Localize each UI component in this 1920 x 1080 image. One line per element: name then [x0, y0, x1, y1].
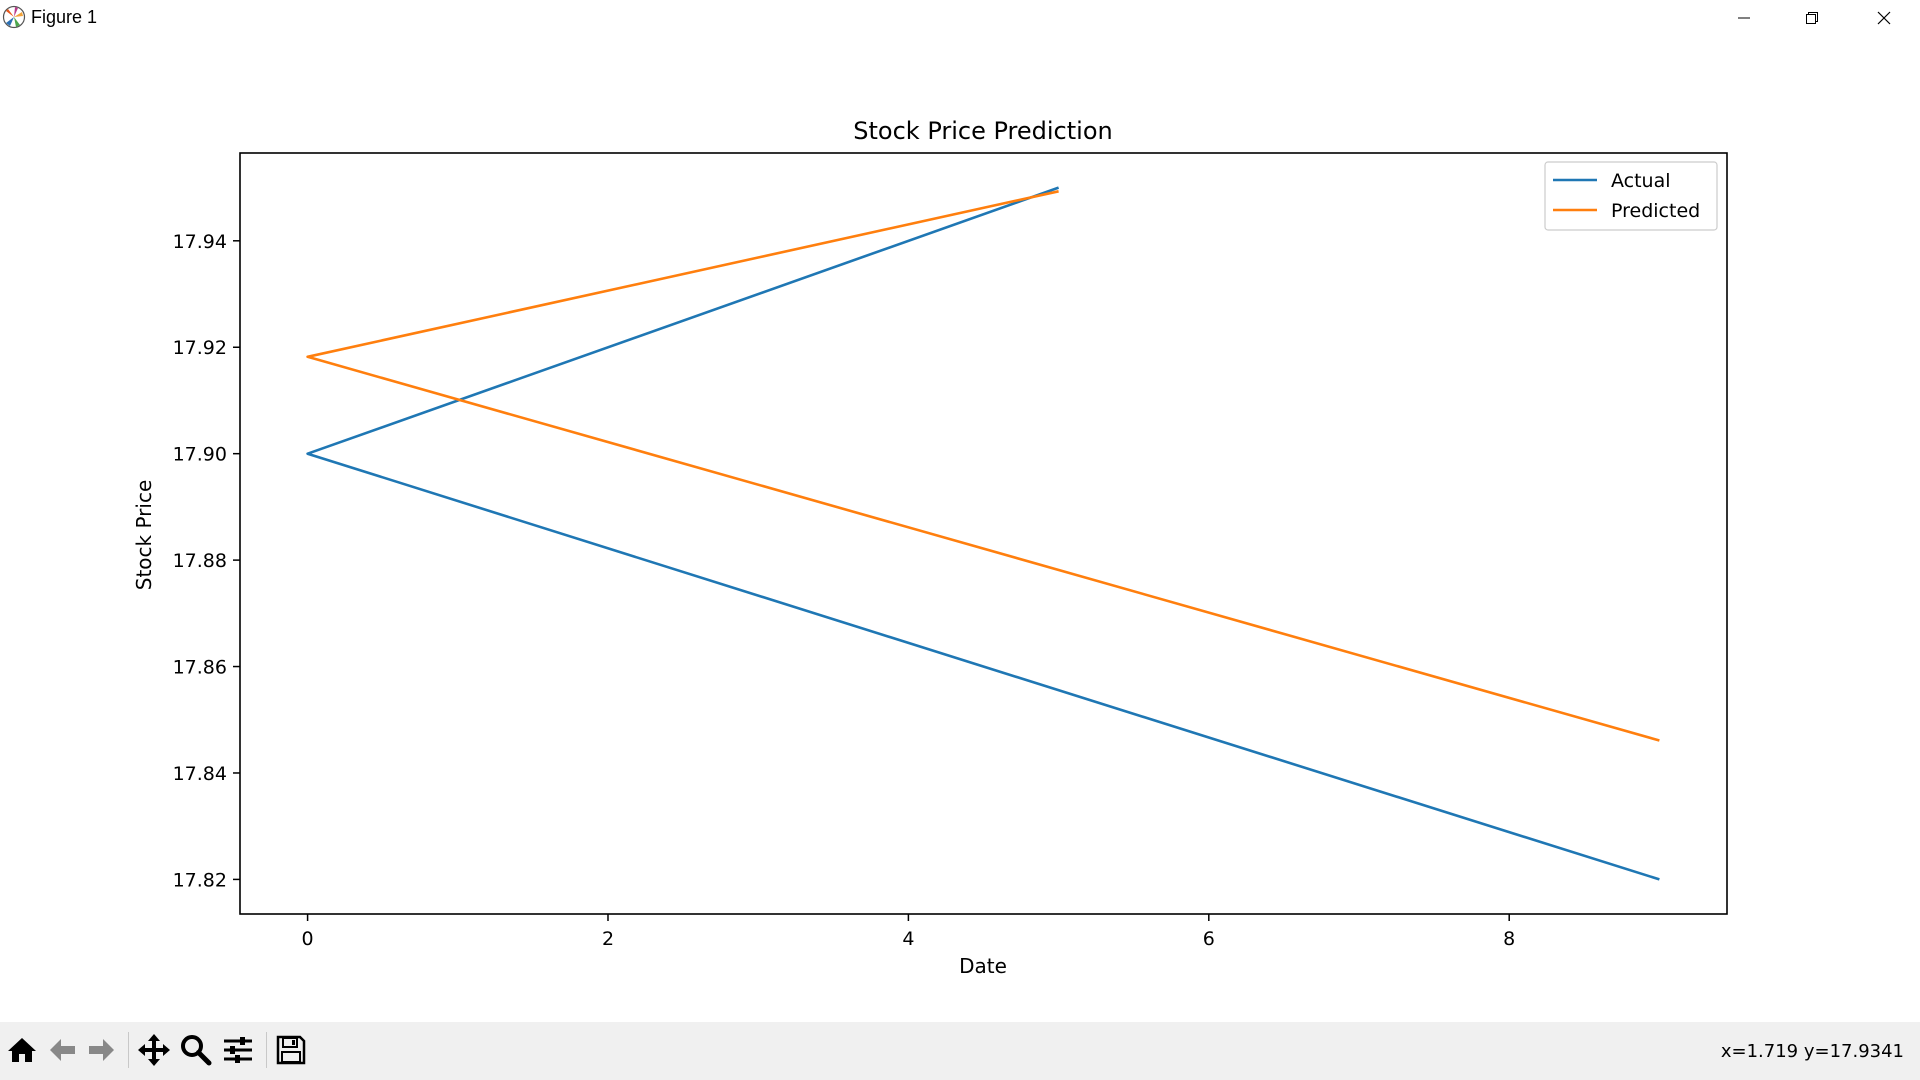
home-button[interactable] [2, 1030, 42, 1070]
plot-svg[interactable]: Stock Price Prediction Date Stock Price … [0, 36, 1920, 1022]
close-icon [1877, 11, 1891, 25]
legend: Actual Predicted [1544, 161, 1718, 231]
back-button[interactable] [42, 1030, 82, 1070]
window-title: Figure 1 [31, 7, 98, 27]
x-tick-label: 6 [1203, 928, 1215, 950]
y-tick-label: 17.92 [173, 337, 227, 359]
x-tick-label: 8 [1503, 928, 1515, 950]
forward-button[interactable] [82, 1030, 122, 1070]
restore-icon [1806, 12, 1818, 24]
cursor-coordinates: x=1.719 y=17.9341 [1720, 1041, 1904, 1062]
x-axis-label: Date [959, 954, 1007, 978]
y-axis-ticks: 17.82 17.84 17.86 17.88 17.90 17.92 17.94 [173, 231, 240, 891]
figure-canvas[interactable]: Stock Price Prediction Date Stock Price … [0, 36, 1920, 1022]
axes-frame [239, 152, 1728, 915]
toolbar-separator [266, 1032, 267, 1068]
save-button[interactable] [271, 1030, 311, 1070]
series-lines [306, 186, 1660, 881]
x-axis-ticks: 0 2 4 6 8 [302, 914, 1515, 950]
save-floppy-icon [276, 1035, 306, 1065]
legend-label: Predicted [1611, 200, 1700, 222]
toolbar-separator [128, 1032, 129, 1068]
pan-button[interactable] [134, 1030, 174, 1070]
y-tick-label: 17.86 [173, 657, 227, 679]
configure-subplots-icon [224, 1037, 252, 1063]
y-tick-label: 17.90 [173, 444, 227, 466]
title-bar[interactable]: Figure 1 [0, 0, 1920, 36]
y-axis-label: Stock Price [132, 480, 156, 591]
y-tick-label: 17.84 [173, 763, 227, 785]
close-button[interactable] [1850, 0, 1918, 36]
zoom-magnifier-icon [181, 1035, 212, 1066]
legend-label: Actual [1611, 170, 1671, 192]
series-line-predicted [306, 190, 1660, 742]
minimize-button[interactable] [1710, 0, 1778, 36]
zoom-button[interactable] [176, 1030, 216, 1070]
home-icon [8, 1038, 36, 1062]
x-tick-label: 0 [302, 928, 314, 950]
y-tick-label: 17.82 [173, 869, 227, 891]
series-line-actual [306, 186, 1660, 881]
minimize-icon [1738, 17, 1750, 19]
pan-move-icon [138, 1034, 170, 1066]
chart-title: Stock Price Prediction [853, 117, 1112, 145]
axes: Stock Price Prediction Date Stock Price [132, 117, 1113, 978]
x-tick-label: 4 [902, 928, 914, 950]
restore-button[interactable] [1778, 0, 1846, 36]
y-tick-label: 17.88 [173, 550, 227, 572]
x-tick-label: 2 [602, 928, 614, 950]
y-tick-label: 17.94 [173, 231, 227, 253]
configure-subplots-button[interactable] [218, 1030, 258, 1070]
forward-arrow-icon [89, 1039, 114, 1061]
back-arrow-icon [50, 1039, 75, 1061]
navigation-toolbar: x=1.719 y=17.9341 [0, 1022, 1920, 1080]
matplotlib-app-icon [2, 5, 26, 29]
